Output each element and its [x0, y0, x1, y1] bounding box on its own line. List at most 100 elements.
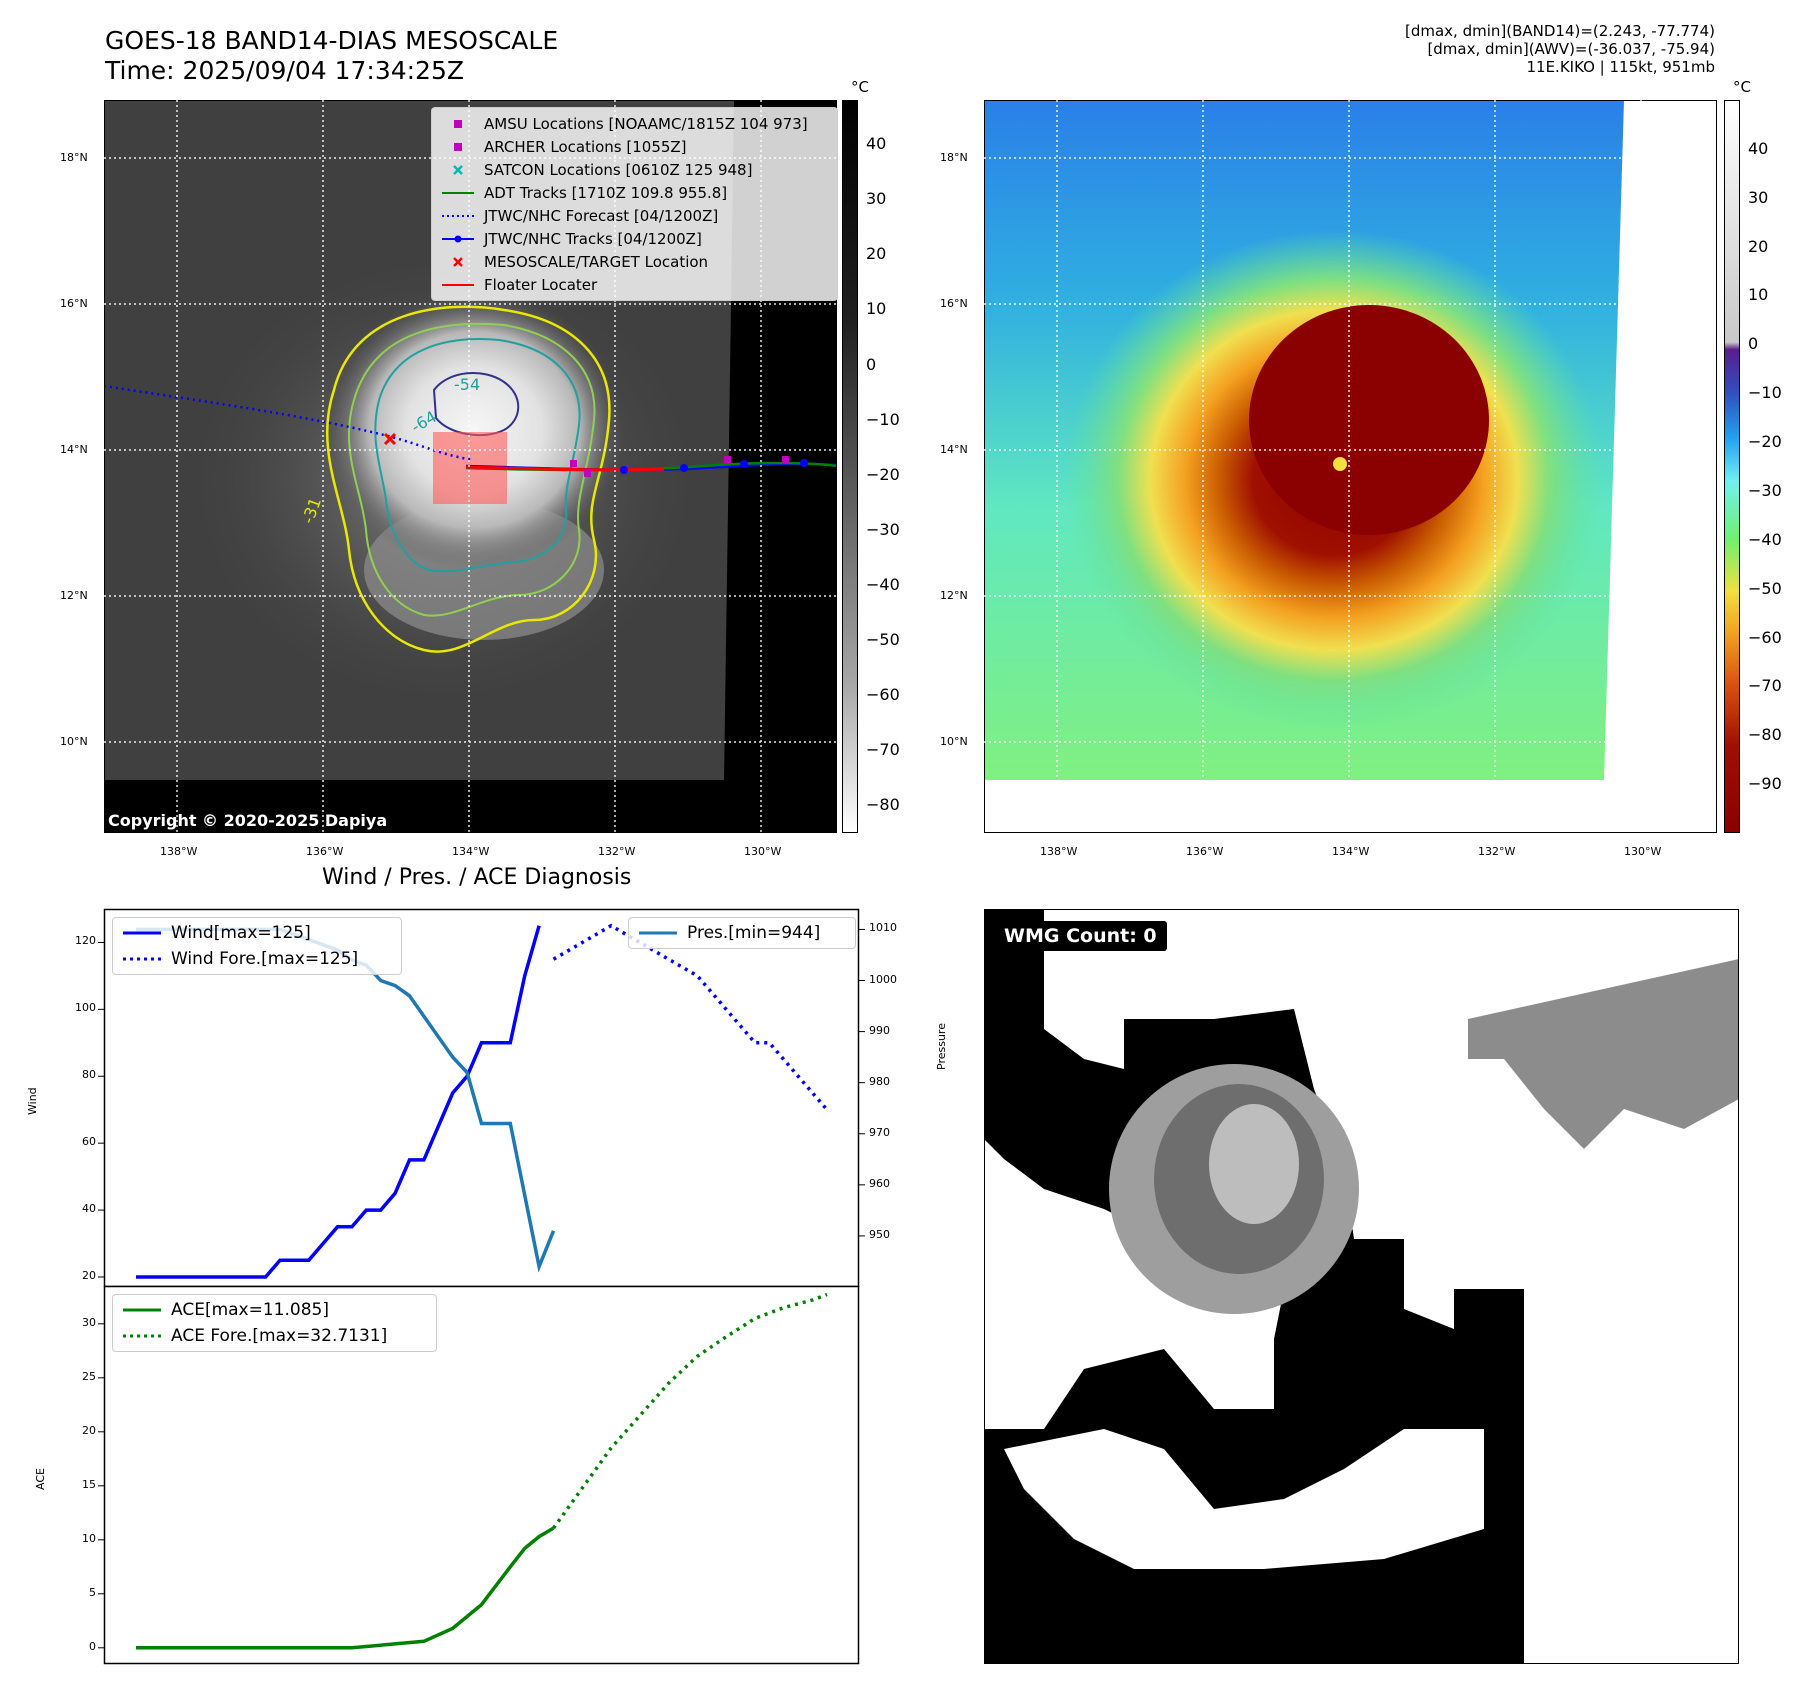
color-cdo	[1249, 305, 1489, 535]
colorbar-tick: −60	[1748, 627, 1782, 647]
color-map-gridlines	[984, 100, 1717, 833]
wmg-panel	[984, 909, 1739, 1664]
legend-floater: Floater Locater	[440, 273, 837, 296]
colorbar-tick: −80	[1748, 725, 1782, 745]
map-legend: AMSU Locations [NOAAMC/1815Z 104 973] AR…	[431, 107, 838, 301]
colorbar-tick: 20	[1748, 236, 1769, 256]
y-tick-label: 20	[82, 1268, 96, 1282]
y-tick-label: 120	[75, 934, 96, 948]
colorbar-tick: −10	[866, 409, 900, 429]
colorbar-tick: −30	[866, 519, 900, 539]
legend-wind: Wind[max=125]	[121, 920, 401, 946]
line-marker-icon	[442, 191, 474, 194]
y-right-tick-label: 960	[869, 1176, 890, 1190]
legend-archer: ARCHER Locations [1055Z]	[440, 135, 837, 158]
info-line3: 11E.KIKO | 115kt, 951mb	[1526, 58, 1715, 76]
info-line2: [dmax, dmin](AWV)=(-36.037, -75.94)	[1427, 40, 1715, 58]
wind-legend: Wind[max=125] Wind Fore.[max=125]	[112, 917, 402, 975]
series-line-1	[552, 923, 829, 1111]
cdo	[324, 290, 624, 570]
colorbar-tick: 40	[1748, 138, 1769, 158]
colorbar-tick: 20	[866, 244, 887, 264]
colorbar-tick: 0	[866, 354, 877, 374]
y-right-tick-label: 990	[869, 1023, 890, 1037]
diagnosis-title: Wind / Pres. / ACE Diagnosis	[322, 865, 632, 890]
colorbar-tick: −80	[866, 795, 900, 815]
y-right-tick-label: 970	[869, 1125, 890, 1139]
lon-tick: 130°W	[1624, 845, 1662, 858]
colorbar-tick: −40	[1748, 529, 1782, 549]
colorbar-tick: −20	[1748, 432, 1782, 452]
lat-tick: 14°N	[940, 443, 968, 456]
x-marker-icon	[453, 256, 463, 267]
floater-track-line	[465, 465, 665, 472]
pressure-ylabel: Pressure	[935, 1023, 948, 1070]
lon-tick: 138°W	[1040, 845, 1078, 858]
legend-wind-forecast: Wind Fore.[max=125]	[121, 946, 401, 972]
y-tick-label: 100	[75, 1001, 96, 1015]
y-tick-label: 40	[82, 1202, 96, 1216]
colorbar-tick: −70	[866, 740, 900, 760]
colorbar-tick: −10	[1748, 383, 1782, 403]
wmg-white-band	[1004, 1429, 1484, 1569]
jtwc-track-dots	[620, 459, 808, 474]
line-dot-icon	[442, 235, 474, 242]
figure-title: GOES-18 BAND14-DIAS MESOSCALE Time: 2025…	[105, 26, 558, 86]
y-tick-label: 5	[89, 1585, 96, 1599]
lon-tick: 130°W	[744, 845, 782, 858]
colorbar-color-unit: °C	[1733, 78, 1751, 96]
y-tick-label: 30	[82, 1315, 96, 1329]
colorbar-tick: 0	[1748, 334, 1759, 354]
colorbar-gray-unit: °C	[851, 78, 869, 96]
copyright-text: Copyright © 2020-2025 Dapiya	[108, 811, 388, 830]
colorbar-tick: 10	[866, 299, 887, 319]
title-line2: Time: 2025/09/04 17:34:25Z	[105, 56, 464, 85]
solid-line-icon	[639, 931, 677, 935]
lat-tick: 12°N	[940, 589, 968, 602]
storm-info: [dmax, dmin](BAND14)=(2.243, -77.774) [d…	[1405, 22, 1715, 76]
wmg-gray-region	[1468, 959, 1739, 1149]
colorbar-tick: 30	[1748, 187, 1769, 207]
lon-tick: 136°W	[1186, 845, 1224, 858]
wind-ylabel: Wind	[26, 1087, 39, 1115]
lon-tick: 132°W	[1478, 845, 1516, 858]
amsu-markers	[570, 456, 789, 477]
y-right-tick-label: 950	[869, 1227, 890, 1241]
colorbar-tick: −70	[1748, 676, 1782, 696]
ace-legend: ACE[max=11.085] ACE Fore.[max=32.7131]	[112, 1294, 437, 1352]
x-marker-icon	[453, 164, 463, 175]
title-line1: GOES-18 BAND14-DIAS MESOSCALE	[105, 26, 559, 55]
dotted-line-icon	[442, 214, 474, 217]
colorbar-tick: −30	[1748, 480, 1782, 500]
y-tick-label: 80	[82, 1068, 96, 1082]
lat-tick: 18°N	[60, 151, 88, 164]
dotted-line-icon	[123, 957, 161, 961]
colorbar-color	[1724, 100, 1740, 833]
y-tick-label: 10	[82, 1531, 96, 1545]
colorbar-tick: 30	[866, 189, 887, 209]
legend-ace: ACE[max=11.085]	[121, 1297, 436, 1323]
contour-teal	[374, 338, 581, 573]
contour-yellow	[326, 305, 611, 653]
legend-satcon: SATCON Locations [0610Z 125 948]	[440, 158, 837, 181]
colorbar-tick: −20	[866, 464, 900, 484]
series-line-0	[136, 925, 541, 1279]
legend-target: MESOSCALE/TARGET Location	[440, 250, 837, 273]
info-line1: [dmax, dmin](BAND14)=(2.243, -77.774)	[1404, 22, 1715, 40]
y-right-tick-label: 1010	[869, 921, 897, 935]
color-eye	[1333, 457, 1347, 471]
legend-pressure: Pres.[min=944]	[637, 920, 855, 946]
series-line-1	[552, 1292, 828, 1530]
series-line-0	[136, 1526, 555, 1650]
y-right-tick-label: 980	[869, 1074, 890, 1088]
lat-tick: 16°N	[60, 297, 88, 310]
lon-tick: 134°W	[452, 845, 490, 858]
colorbar-tick: 10	[1748, 285, 1769, 305]
line-marker-icon	[442, 283, 474, 286]
lat-tick: 16°N	[940, 297, 968, 310]
y-right-tick-label: 1000	[869, 972, 897, 986]
lon-tick: 138°W	[160, 845, 198, 858]
solid-line-icon	[123, 931, 161, 935]
square-marker-icon	[454, 119, 462, 128]
lat-tick: 12°N	[60, 589, 88, 602]
